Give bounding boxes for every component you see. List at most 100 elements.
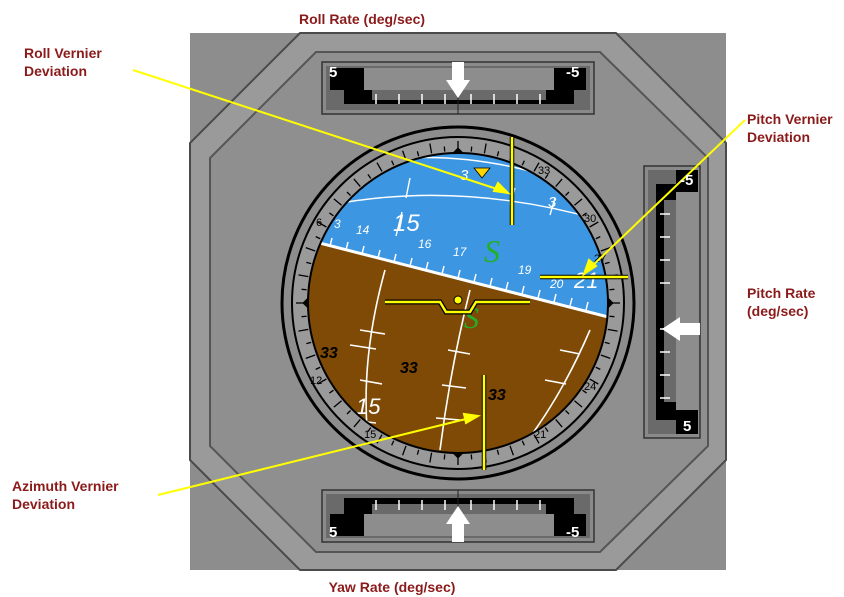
ground-mark-15: 15 [356, 394, 381, 419]
compass-tick [604, 341, 610, 345]
sky-mark-3c: 3 [334, 217, 341, 231]
sky-mark-17: 17 [453, 245, 468, 259]
yaw-rate-scale [321, 489, 595, 543]
compass-tick [367, 174, 372, 179]
compass-tick [483, 143, 487, 154]
compass-24: 24 [584, 381, 596, 393]
compass-tick [306, 261, 312, 265]
roll-rate-label: Roll Rate (deg/sec) [298, 11, 426, 27]
adi-compass-ticks [296, 141, 620, 465]
compass-tick [521, 440, 525, 446]
sky-s-symbol: S [484, 233, 500, 269]
roll-rate-pointer [446, 62, 470, 98]
compass-tick [574, 400, 583, 408]
compass-tick [305, 354, 316, 360]
yaw-rate-pointer [446, 506, 470, 542]
compass-tick [582, 389, 587, 394]
pitch-vernier-label: Pitch Vernier Deviation [747, 111, 833, 145]
roll-index-triangle [473, 167, 491, 179]
compass-tick [329, 389, 334, 394]
compass-tick [333, 400, 342, 408]
compass-tick [600, 354, 611, 360]
compass-tick [391, 160, 395, 166]
sky-mark-20: 20 [549, 277, 564, 291]
compass-30: 30 [584, 213, 596, 225]
compass-tick [565, 410, 570, 415]
compass-6: 6 [316, 217, 322, 229]
sky-mark-15: 15 [393, 210, 420, 237]
sky-mark-3b: 3 [548, 194, 557, 211]
compass-15: 15 [364, 429, 376, 441]
ground-mark-33b: 33 [400, 360, 418, 377]
compass-tick [607, 328, 618, 332]
compass-tick [306, 341, 312, 345]
compass-33: 33 [538, 165, 550, 177]
compass-tick [305, 246, 316, 252]
compass-tick [555, 178, 563, 187]
compass-tick [376, 162, 383, 172]
compass-tick [582, 212, 587, 217]
sky-mark-16: 16 [418, 237, 432, 251]
yaw-scale-label-right: -5 [566, 524, 579, 541]
roll-scale-label-left: 5 [329, 64, 337, 81]
compass-tick [333, 198, 342, 206]
compass-tick [315, 366, 321, 370]
roll-rate-scale [321, 61, 595, 115]
compass-tick [391, 440, 395, 446]
compass-tick [555, 419, 563, 428]
compass-tick [496, 151, 500, 157]
pitch-rate-scale [643, 165, 701, 439]
compass-tick [600, 246, 611, 252]
compass-tick [496, 449, 500, 455]
ground [308, 238, 608, 453]
compass-21: 21 [534, 429, 546, 441]
pitch-scale-label-top: -5 [680, 172, 693, 189]
compass-tick [353, 419, 361, 428]
compass-12: 12 [310, 375, 322, 387]
compass-tick [574, 198, 583, 206]
compass-tick [416, 151, 420, 157]
sky-mark-3a: 3 [460, 167, 469, 184]
compass-tick [346, 410, 351, 415]
compass-tick [544, 427, 549, 432]
horizon-line [308, 236, 608, 322]
compass-tick [376, 434, 383, 444]
compass-tick [317, 378, 327, 385]
compass-tick [589, 221, 599, 228]
compass-tick [298, 328, 309, 332]
compass-tick [533, 434, 540, 444]
pitch-rate-pointer [662, 317, 700, 341]
compass-tick [353, 178, 361, 187]
compass-tick [346, 191, 351, 196]
compass-tick [317, 221, 327, 228]
ground-mark-33a: 33 [320, 345, 338, 362]
compass-tick [565, 191, 570, 196]
roll-vernier-label: Roll Vernier Deviation [24, 45, 102, 79]
compass-tick [533, 162, 540, 172]
aircraft-symbol [385, 295, 530, 315]
compass-tick [521, 160, 525, 166]
compass-tick [416, 449, 420, 455]
compass-tick [544, 174, 549, 179]
compass-tick [298, 274, 309, 278]
ground-mark-33c: 33 [488, 387, 506, 404]
pitch-rate-label: Pitch Rate (deg/sec) [747, 285, 816, 319]
compass-tick [429, 452, 433, 463]
compass-tick [329, 212, 334, 217]
compass-tick [401, 445, 407, 456]
compass-tick [604, 261, 610, 265]
compass-tick [589, 378, 599, 385]
pitch-scale-label-bottom: 5 [683, 418, 691, 435]
sky-mark-19: 19 [518, 263, 532, 277]
yaw-rate-label: Yaw Rate (deg/sec) [328, 579, 456, 595]
azimuth-vernier-label: Azimuth Vernier Deviation [12, 478, 119, 512]
compass-tick [595, 366, 601, 370]
roll-scale-label-right: -5 [566, 64, 579, 81]
compass-tick [509, 445, 515, 456]
compass-tick [367, 427, 372, 432]
compass-tick [595, 236, 601, 240]
sky-mark-14: 14 [356, 223, 370, 237]
compass-tick [315, 236, 321, 240]
compass-tick [429, 143, 433, 154]
